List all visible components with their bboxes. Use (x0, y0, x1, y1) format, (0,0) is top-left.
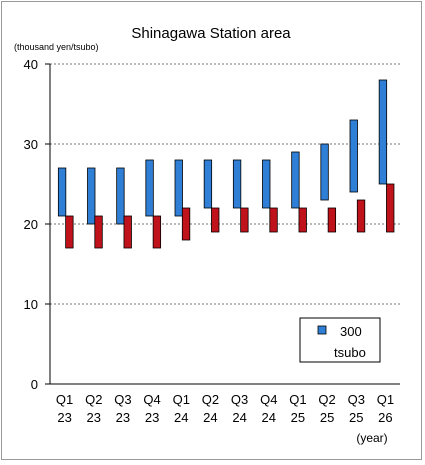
x-tick-label-year: 24 (232, 410, 246, 425)
range-bar-red (327, 207, 337, 233)
x-tick-label-year: 25 (320, 410, 334, 425)
x-tick-label-year: 24 (174, 410, 188, 425)
y-tick-labels: 0 10 20 30 40 (24, 57, 38, 392)
bars (57, 79, 395, 249)
x-tick-label-year: 23 (145, 410, 159, 425)
chart-title: Shinagawa Station area (131, 25, 291, 42)
x-tick-label-quarter: Q1 (56, 392, 73, 407)
range-bar-red (123, 215, 132, 249)
range-bar-300-tsubo (174, 159, 183, 217)
range-bar-red (269, 207, 278, 233)
chart-frame: Shinagawa Station area (thousand yen/tsu… (1, 1, 422, 460)
y-unit-label: (thousand yen/tsubo) (14, 42, 99, 52)
x-tick-label-year: 23 (87, 410, 101, 425)
x-axis-label: (year) (356, 431, 387, 445)
range-bar-red (94, 215, 103, 249)
x-tick-label-quarter: Q1 (377, 392, 394, 407)
x-tick-label-quarter: Q1 (173, 392, 190, 407)
range-bar-red (211, 207, 220, 233)
x-tick-label-year: 25 (291, 410, 305, 425)
range-bar-300-tsubo (378, 79, 388, 185)
x-tick-label-quarter: Q3 (348, 392, 365, 407)
x-tick-labels: Q1 23 Q2 23 Q3 23 Q4 23 Q1 24 Q2 24 Q3 24 Q4 24 Q1 25 Q2 25… (56, 392, 394, 425)
grid-lines (50, 63, 400, 305)
x-tick-label-quarter: Q3 (231, 392, 248, 407)
range-bar-red (298, 207, 307, 233)
range-bar-red (386, 183, 395, 233)
legend-label-line2: tsubo (334, 345, 366, 360)
range-bar-300-tsubo (87, 167, 96, 225)
x-tick-label-year: 24 (203, 410, 217, 425)
axes (45, 63, 400, 385)
x-tick-label-year: 23 (57, 410, 71, 425)
legend-swatch (317, 325, 327, 335)
range-bar-red (152, 215, 162, 249)
range-bar-red (240, 207, 249, 233)
x-tick-label-quarter: Q2 (85, 392, 102, 407)
range-bar-red (181, 207, 191, 241)
x-tick-label-year: 24 (262, 410, 276, 425)
range-bar-300-tsubo (320, 143, 329, 201)
range-bar-300-tsubo (116, 167, 125, 225)
range-bar-300-tsubo (145, 159, 154, 217)
y-tick-label: 0 (31, 377, 38, 392)
range-bar-300-tsubo (291, 151, 300, 209)
range-bar-300-tsubo (349, 119, 358, 193)
x-tick-label-quarter: Q4 (260, 392, 277, 407)
range-bar-300-tsubo (203, 159, 213, 209)
range-bar-300-tsubo (262, 159, 271, 209)
range-bar-300-tsubo (232, 159, 242, 209)
range-bar-300-tsubo (57, 167, 67, 217)
legend: 300 tsubo (299, 317, 381, 363)
y-tick-label: 40 (24, 57, 38, 72)
x-tick-label-quarter: Q1 (289, 392, 306, 407)
x-tick-label-year: 25 (349, 410, 363, 425)
x-tick-label-year: 23 (116, 410, 130, 425)
y-tick-label: 10 (24, 297, 38, 312)
y-tick-label: 30 (24, 137, 38, 152)
range-bar-red (356, 199, 366, 233)
legend-label-line1: 300 (340, 324, 362, 339)
x-tick-label-quarter: Q2 (318, 392, 335, 407)
x-tick-label-quarter: Q3 (114, 392, 131, 407)
x-tick-label-quarter: Q2 (202, 392, 219, 407)
y-tick-label: 20 (24, 217, 38, 232)
range-bar-red (65, 215, 74, 249)
x-tick-label-year: 26 (378, 410, 392, 425)
legend-box (299, 317, 381, 363)
x-tick-label-quarter: Q4 (143, 392, 160, 407)
